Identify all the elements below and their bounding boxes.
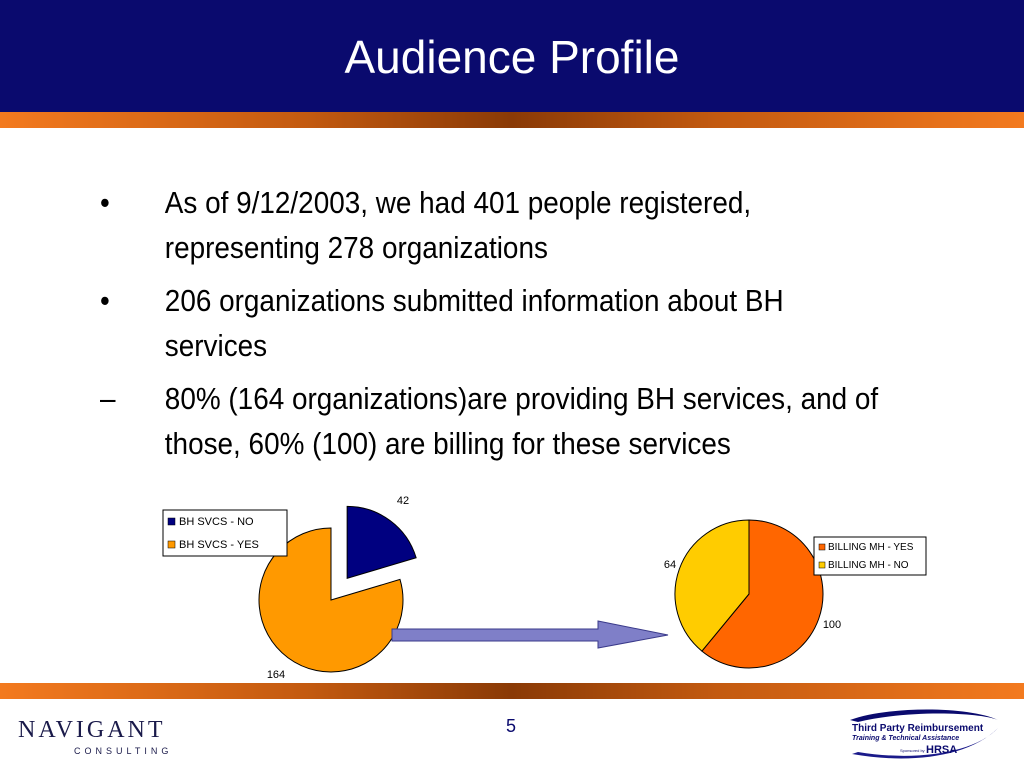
bullet-text: 206 organizations submitted information … xyxy=(164,283,784,363)
bullet-item: • As of 9/12/2003, we had 401 people reg… xyxy=(100,180,892,270)
pie-slice-billing-mh-yes xyxy=(701,519,824,669)
data-label-64: 64 xyxy=(664,559,676,571)
data-label-42: 42 xyxy=(397,495,409,507)
arrow-connector xyxy=(391,620,669,649)
legend-box xyxy=(813,536,927,576)
legend-billing: BILLING MH - YES BILLING MH - NO xyxy=(813,536,927,576)
legend-bh-services: BH SVCS - NO BH SVCS - YES xyxy=(162,509,288,557)
bullet-marker: • xyxy=(100,185,110,220)
page-number: 5 xyxy=(505,716,516,736)
legend-swatch-no xyxy=(167,517,176,526)
legend-swatch-billing-no xyxy=(818,561,826,569)
legend-swatch-billing-yes xyxy=(818,543,826,551)
legend-entry-bh-no: BH SVCS - NO xyxy=(179,516,254,528)
dash-marker: – xyxy=(100,381,116,416)
top-divider-band xyxy=(0,112,1024,128)
tpr-logo-swoosh xyxy=(850,709,998,759)
legend-entry-billing-yes: BILLING MH - YES xyxy=(828,542,914,553)
legend-swatch-yes xyxy=(167,540,176,549)
pie-slice-bh-svcs-no xyxy=(346,505,417,580)
title-bar xyxy=(0,0,1024,112)
bullet-list: • As of 9/12/2003, we had 401 people reg… xyxy=(100,180,892,474)
data-label-164: 164 xyxy=(267,669,285,681)
hrsa-logo: HRSA xyxy=(926,744,958,756)
third-party-reimbursement-logo: Third Party Reimbursement Training & Tec… xyxy=(848,708,1000,764)
slide-title: Audience Profile xyxy=(344,31,680,83)
data-label-100: 100 xyxy=(823,619,841,631)
bullet-text: As of 9/12/2003, we had 401 people regis… xyxy=(164,185,752,265)
legend-entry-bh-yes: BH SVCS - YES xyxy=(179,539,259,551)
pie-chart-billing xyxy=(674,519,824,669)
pie-chart-bh-services xyxy=(258,505,417,673)
bullet-text: 80% (164 organizations)are providing BH … xyxy=(164,381,879,461)
navigant-subtext: CONSULTING xyxy=(74,746,173,756)
tpr-title: Third Party Reimbursement xyxy=(852,723,984,734)
legend-box xyxy=(162,509,288,557)
legend-entry-billing-no: BILLING MH - NO xyxy=(828,560,909,571)
tpr-subtitle: Training & Technical Assistance xyxy=(852,735,960,742)
charts-area: 42 164 BH SVCS - NO BH SVCS - YES 100 64… xyxy=(162,495,927,681)
navigant-logo: NAVIGANT CONSULTING xyxy=(18,718,178,762)
bullet-item: • 206 organizations submitted informatio… xyxy=(100,278,892,368)
navigant-wordmark: NAVIGANT xyxy=(18,717,166,743)
pie-slice-billing-mh-no xyxy=(674,519,750,652)
tpr-sponsor-label: Sponsored by xyxy=(900,748,925,753)
bullet-marker: • xyxy=(100,283,110,318)
bottom-divider-band xyxy=(0,683,1024,699)
sub-bullet-item: – 80% (164 organizations)are providing B… xyxy=(100,376,892,466)
